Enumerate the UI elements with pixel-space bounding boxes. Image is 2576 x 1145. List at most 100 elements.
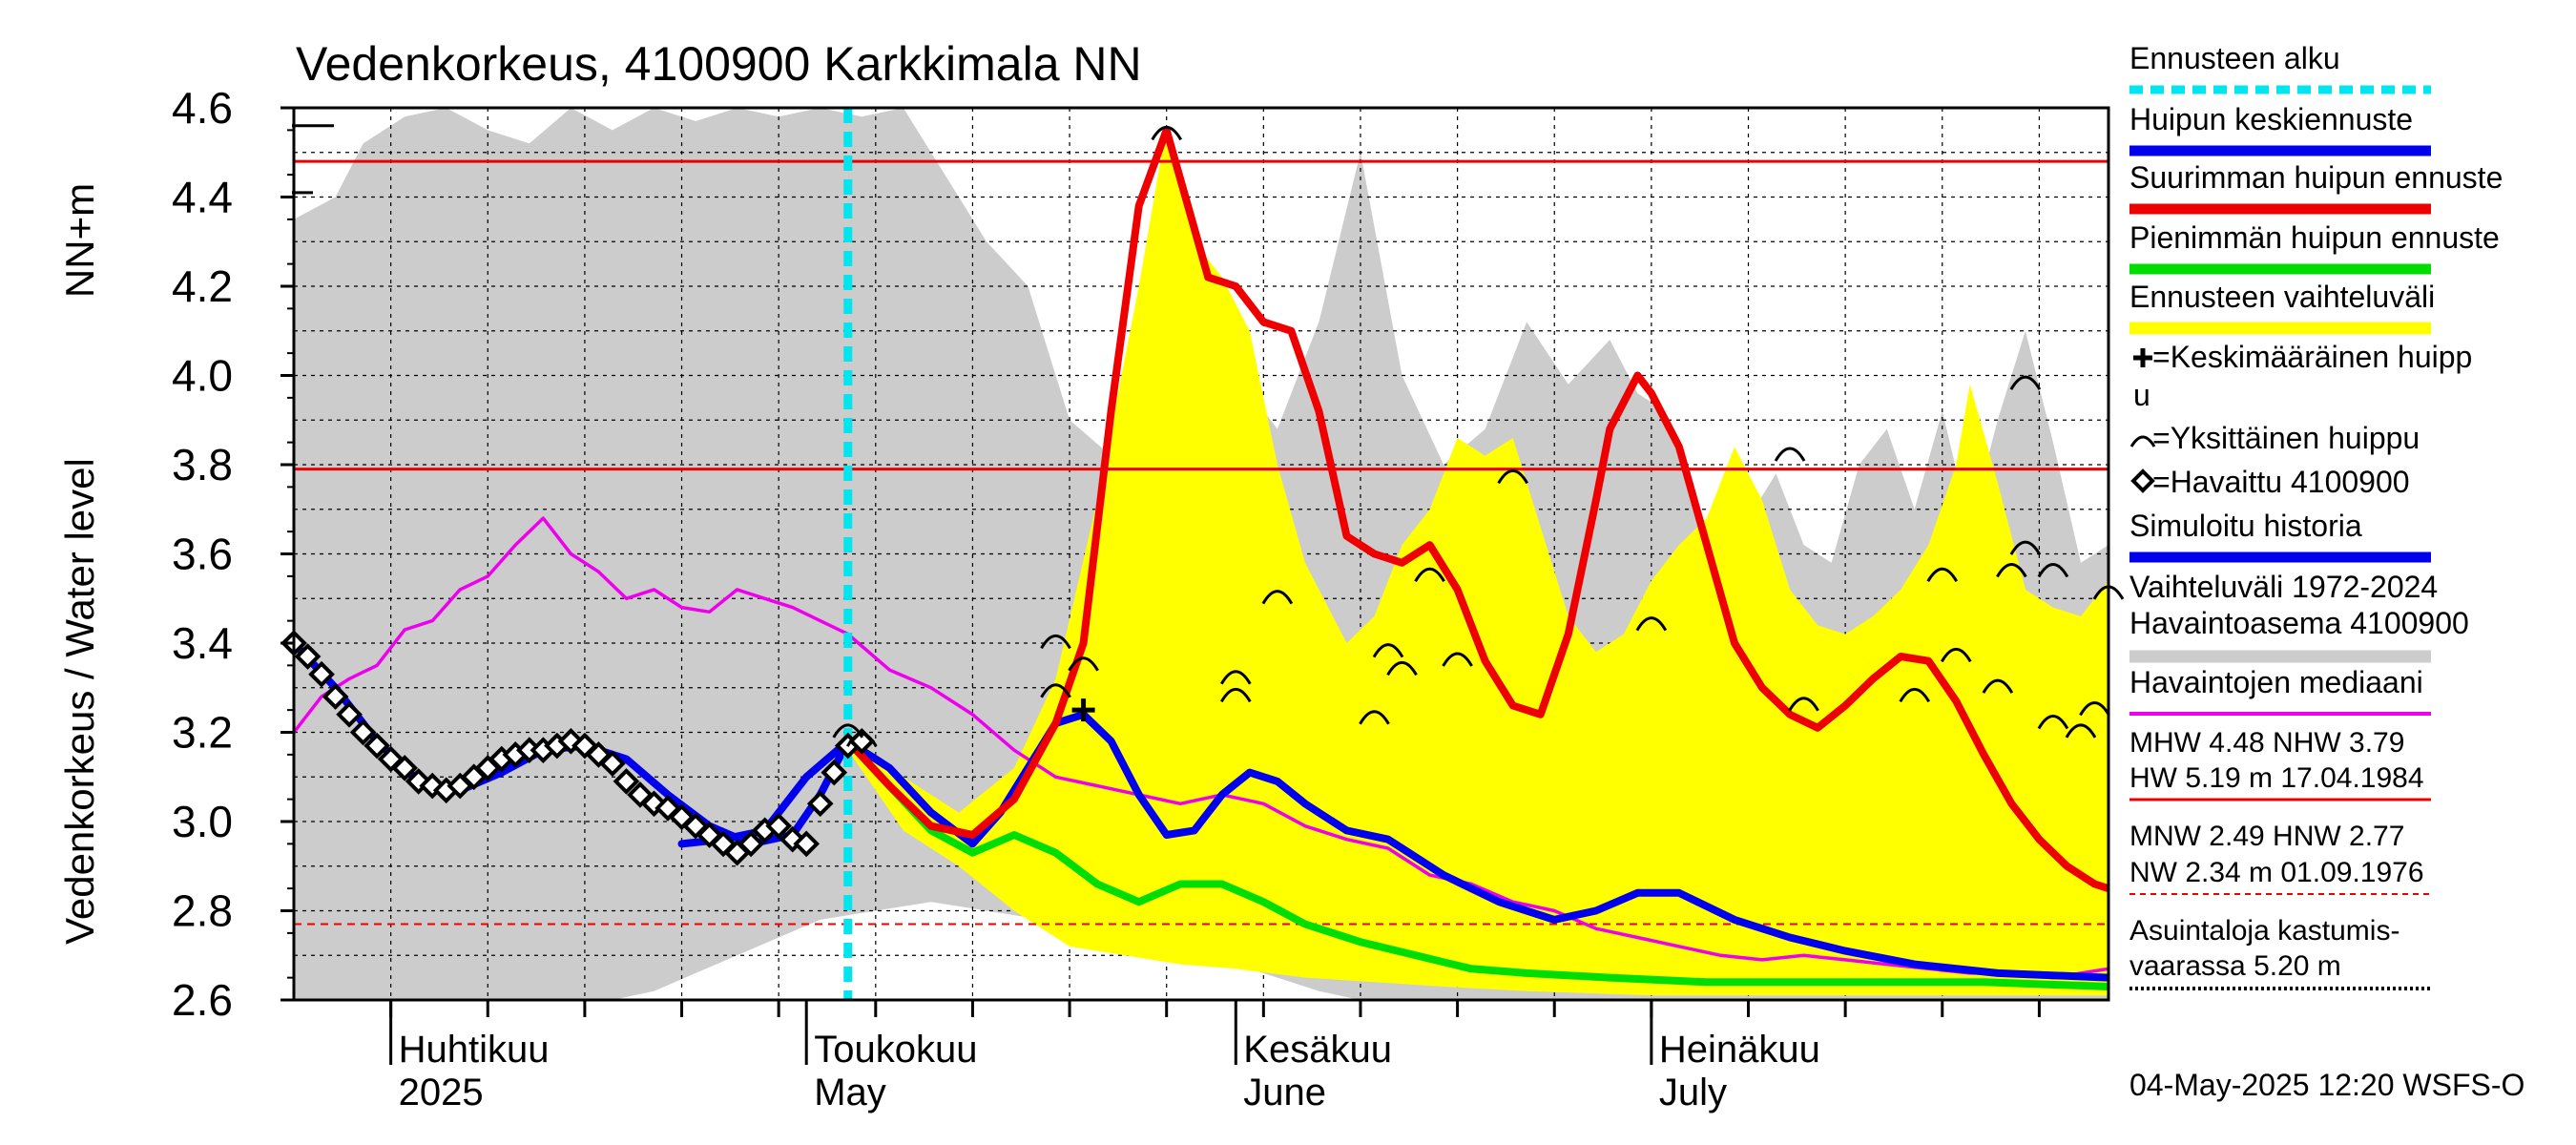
single-peak-marker bbox=[2037, 715, 2069, 730]
legend-label-simulated: Simuloitu historia bbox=[2129, 509, 2362, 543]
month-label-en: June bbox=[1243, 1072, 1326, 1114]
y-axis-bracket bbox=[292, 124, 334, 195]
stat-nw: NW 2.34 m 01.09.1976 bbox=[2129, 857, 2424, 888]
single-peak-marker bbox=[1414, 567, 1445, 582]
single-peak-marker bbox=[1996, 563, 2027, 578]
single-peak-marker bbox=[2009, 540, 2042, 555]
single-peak-marker bbox=[1040, 634, 1071, 650]
legend-label-single-peak: =Yksittäinen huippu bbox=[2152, 421, 2420, 455]
single-peak-marker bbox=[1220, 687, 1252, 703]
single-peak-marker bbox=[1040, 683, 1071, 698]
legend-label-observed: =Havaittu 4100900 bbox=[2152, 465, 2410, 499]
single-peak-marker bbox=[1899, 687, 1931, 703]
single-peak-marker bbox=[1372, 643, 1404, 658]
observed-point bbox=[585, 741, 613, 768]
y-axis-unit: NN+m bbox=[57, 183, 102, 298]
stat-flood-line2: vaarassa 5.20 m bbox=[2129, 950, 2341, 982]
legend-label-mean-peak: =Keskimääräinen huipp bbox=[2152, 340, 2472, 374]
single-peak-marker bbox=[1926, 567, 1959, 582]
stat-mhw: MHW 4.48 NHW 3.79 bbox=[2129, 727, 2404, 759]
observed-point bbox=[322, 683, 349, 710]
month-label-en: 2025 bbox=[399, 1072, 484, 1114]
observed-point bbox=[557, 728, 585, 755]
single-peak-marker bbox=[1982, 678, 2014, 694]
month-label-fi: Huhtikuu bbox=[399, 1029, 550, 1071]
y-tick-label: 4.2 bbox=[172, 261, 233, 311]
series-line-mean-forecast bbox=[677, 710, 2109, 982]
observed-point bbox=[294, 643, 322, 670]
observed-point bbox=[308, 660, 335, 688]
observed-point bbox=[821, 759, 848, 786]
observed-point bbox=[793, 830, 821, 858]
legend-observed-icon bbox=[2130, 468, 2155, 493]
observed-point bbox=[349, 718, 377, 746]
single-peak-marker bbox=[1220, 670, 1252, 685]
observed-point bbox=[737, 830, 764, 858]
y-tick-label: 3.2 bbox=[172, 708, 233, 758]
legend-label-history-station: Havaintoasema 4100900 bbox=[2129, 606, 2469, 640]
y-tick-label: 4.4 bbox=[172, 173, 233, 222]
y-tick-label: 3.4 bbox=[172, 618, 233, 668]
observed-point bbox=[419, 772, 447, 800]
month-label-fi: Heinäkuu bbox=[1659, 1029, 1820, 1071]
legend-mean-peak-icon bbox=[2133, 348, 2152, 367]
legend-label-mean-forecast: Huipun keskiennuste bbox=[2129, 102, 2413, 136]
legend-label-min-forecast: Pienimmän huipun ennuste bbox=[2129, 220, 2500, 255]
single-peak-marker bbox=[845, 732, 878, 747]
stat-hw: HW 5.19 m 17.04.1984 bbox=[2129, 762, 2424, 794]
single-peak-marker bbox=[1497, 468, 1528, 485]
observed-point bbox=[710, 830, 737, 858]
single-peak-marker bbox=[2009, 375, 2042, 390]
single-peak-marker bbox=[1940, 647, 1972, 663]
y-tick-label: 3.6 bbox=[172, 530, 233, 579]
stat-flood-line1: Asuintaloja kastumis- bbox=[2129, 915, 2399, 947]
single-peak-marker bbox=[1442, 652, 1473, 667]
single-peak-marker bbox=[1774, 447, 1806, 462]
mean-peak-marker bbox=[1071, 698, 1095, 722]
single-peak-marker bbox=[2079, 700, 2110, 717]
series-line-median bbox=[294, 516, 2109, 980]
single-peak-marker bbox=[2065, 723, 2097, 739]
legend-label-forecast-start: Ennusteen alku bbox=[2129, 41, 2340, 75]
forecast-range-band bbox=[847, 125, 2109, 996]
observed-point bbox=[696, 822, 723, 848]
single-peak-marker bbox=[1635, 616, 1668, 632]
y-tick-label: 3.8 bbox=[172, 440, 233, 489]
series-line-min-forecast bbox=[843, 737, 2109, 991]
legend-label-mean-peak-cont: u bbox=[2133, 378, 2150, 412]
observed-point bbox=[364, 732, 390, 760]
y-tick-label: 2.6 bbox=[172, 975, 233, 1025]
single-peak-marker bbox=[1359, 710, 1390, 725]
stat-mnw: MNW 2.49 HNW 2.77 bbox=[2129, 821, 2404, 852]
single-peak-marker bbox=[1151, 125, 1182, 141]
month-label-en: May bbox=[814, 1072, 886, 1114]
timestamp: 04-May-2025 12:20 WSFS-O bbox=[2129, 1068, 2524, 1102]
observed-point bbox=[391, 755, 418, 781]
series-line-max-forecast bbox=[843, 126, 2109, 893]
single-peak-marker bbox=[1261, 590, 1294, 605]
single-peak-marker bbox=[1068, 656, 1099, 672]
observed-point bbox=[336, 700, 363, 728]
y-tick-label: 4.6 bbox=[172, 83, 233, 133]
single-peak-marker bbox=[1788, 697, 1819, 712]
observed-point bbox=[405, 768, 432, 795]
legend-label-history-range: Vaihteluväli 1972-2024 bbox=[2129, 570, 2438, 604]
legend-single-peak-icon bbox=[2129, 435, 2156, 448]
chart-title: Vedenkorkeus, 4100900 Karkkimala NN bbox=[296, 37, 1142, 91]
month-label-fi: Kesäkuu bbox=[1243, 1029, 1392, 1071]
month-label-fi: Toukokuu bbox=[814, 1029, 977, 1071]
single-peak-marker bbox=[2037, 563, 2069, 578]
legend-label-median: Havaintojen mediaani bbox=[2129, 665, 2423, 699]
y-tick-label: 3.0 bbox=[172, 797, 233, 846]
month-label-en: July bbox=[1659, 1072, 1727, 1114]
single-peak-marker bbox=[1386, 660, 1418, 677]
observed-point bbox=[613, 768, 640, 795]
observed-point bbox=[377, 745, 405, 773]
legend-label-forecast-range: Ennusteen vaihteluväli bbox=[2129, 280, 2435, 314]
legend-label-max-forecast: Suurimman huipun ennuste bbox=[2129, 160, 2503, 195]
y-axis-label: Vedenkorkeus / Water level bbox=[57, 458, 102, 945]
observed-point bbox=[806, 790, 834, 818]
y-tick-label: 2.8 bbox=[172, 886, 233, 936]
observed-point bbox=[571, 732, 598, 760]
